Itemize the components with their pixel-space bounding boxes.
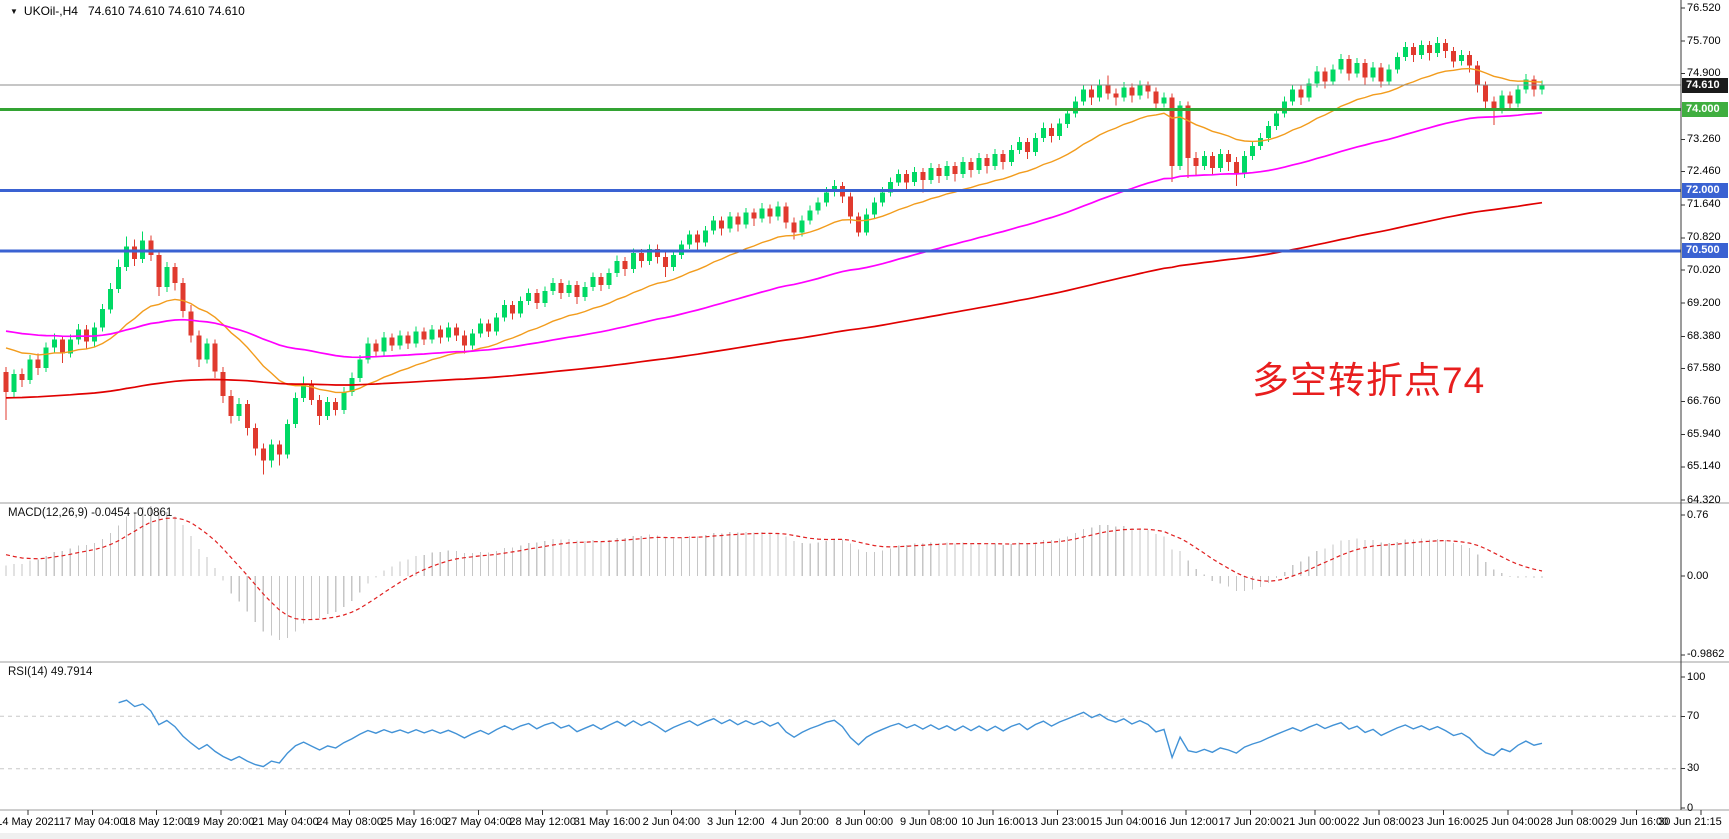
time-tick-label: 28 Jun 08:00 bbox=[1540, 816, 1604, 828]
time-tick-label: 3 Jun 12:00 bbox=[706, 816, 765, 828]
time-tick-label: 16 Jun 12:00 bbox=[1154, 816, 1218, 828]
price-tick-label: 70.820 bbox=[1687, 231, 1721, 244]
time-tick-label: 30 Jun 21:15 bbox=[1658, 816, 1722, 828]
candles bbox=[3, 37, 1545, 475]
price-tick-label: 74.900 bbox=[1687, 66, 1721, 79]
time-tick-label: 13 Jun 23:00 bbox=[1025, 816, 1090, 828]
time-tick-label: 25 Jun 04:00 bbox=[1476, 816, 1540, 828]
time-tick-label: 21 May 04:00 bbox=[252, 816, 319, 828]
rsi-tick-label: 70 bbox=[1687, 709, 1700, 722]
level-badge-70500[interactable]: 70.500 bbox=[1682, 243, 1728, 259]
window-bottom-strip bbox=[0, 833, 1729, 839]
macd-tick-label: -0.9862 bbox=[1687, 648, 1725, 661]
ohlc-quote-values: 74.610 74.610 74.610 74.610 bbox=[87, 4, 245, 18]
price-tick-label: 75.700 bbox=[1687, 34, 1721, 47]
rsi-tick-label: 100 bbox=[1687, 670, 1706, 683]
time-tick-label: 4 Jun 20:00 bbox=[771, 816, 829, 828]
time-tick-label: 22 Jun 08:00 bbox=[1347, 816, 1411, 828]
ma-21 bbox=[5, 67, 1543, 394]
rsi-line bbox=[118, 699, 1543, 768]
annotation-text: 多空转折点74 bbox=[1252, 360, 1486, 401]
price-tick-label: 71.640 bbox=[1687, 198, 1721, 211]
ma-72 bbox=[5, 111, 1543, 359]
macd-indicator-label: MACD(12,26,9) -0.0454 -0.0861 bbox=[8, 507, 173, 519]
time-tick-label: 17 May 04:00 bbox=[59, 816, 126, 828]
price-tick-label: 70.020 bbox=[1687, 263, 1721, 276]
rsi-tick-label: 0 bbox=[1687, 801, 1694, 814]
axis-tick-marks bbox=[27, 7, 1702, 815]
price-tick-label: 69.200 bbox=[1687, 296, 1721, 309]
time-tick-label: 9 Jun 08:00 bbox=[900, 816, 958, 828]
rsi-tick-label: 30 bbox=[1687, 762, 1700, 775]
time-tick-label: 17 Jun 20:00 bbox=[1218, 816, 1283, 828]
price-tick-label: 73.260 bbox=[1687, 132, 1721, 145]
symbol-timeframe-label: UKOil-,H4 bbox=[23, 4, 78, 18]
price-tick-label: 66.760 bbox=[1687, 395, 1721, 408]
price-tick-label: 68.380 bbox=[1687, 329, 1721, 342]
price-tick-label: 67.580 bbox=[1687, 362, 1721, 375]
horizontal-lines bbox=[0, 84, 1681, 253]
time-tick-label: 19 May 20:00 bbox=[187, 816, 255, 828]
level-badge-72000[interactable]: 72.000 bbox=[1682, 182, 1728, 198]
price-tick-label: 76.520 bbox=[1687, 1, 1721, 14]
time-tick-label: 18 May 12:00 bbox=[123, 816, 190, 828]
time-tick-label: 25 May 16:00 bbox=[380, 816, 448, 828]
time-tick-label: 28 May 12:00 bbox=[509, 816, 577, 828]
macd-tick-label: 0.76 bbox=[1687, 508, 1709, 521]
time-tick-label: 23 Jun 16:00 bbox=[1411, 816, 1476, 828]
level-badge-74000[interactable]: 74.000 bbox=[1682, 102, 1728, 118]
time-tick-label: 8 Jun 00:00 bbox=[835, 816, 894, 828]
time-tick-label: 10 Jun 16:00 bbox=[961, 816, 1025, 828]
price-tick-label: 65.940 bbox=[1687, 428, 1721, 441]
macd-tick-label: 0.00 bbox=[1687, 569, 1709, 582]
rsi-indicator-label: RSI(14) 49.7914 bbox=[8, 666, 93, 678]
moving-averages bbox=[5, 67, 1543, 399]
macd-histogram bbox=[5, 506, 1543, 641]
symbol-dropdown-icon[interactable]: ▼ bbox=[10, 7, 18, 16]
time-tick-label: 21 Jun 00:00 bbox=[1282, 816, 1347, 828]
macd-signal-line bbox=[5, 517, 1543, 621]
price-tick-label: 65.140 bbox=[1687, 460, 1721, 473]
time-tick-label: 29 Jun 16:00 bbox=[1604, 816, 1669, 828]
time-tick-label: 2 Jun 04:00 bbox=[642, 816, 701, 828]
time-tick-label: 31 May 16:00 bbox=[573, 816, 641, 828]
chart-header: ▼ UKOil-,H4 74.610 74.610 74.610 74.610 bbox=[10, 4, 245, 18]
time-tick-label: 24 May 08:00 bbox=[316, 816, 384, 828]
price-tick-label: 72.460 bbox=[1687, 165, 1721, 178]
price-tick-label: 64.320 bbox=[1687, 493, 1721, 506]
time-tick-label: 15 Jun 04:00 bbox=[1089, 816, 1154, 828]
time-tick-label: 27 May 04:00 bbox=[445, 816, 512, 828]
time-tick-label: 14 May 2021 bbox=[0, 816, 60, 828]
current-price-badge: 74.610 bbox=[1682, 77, 1728, 93]
